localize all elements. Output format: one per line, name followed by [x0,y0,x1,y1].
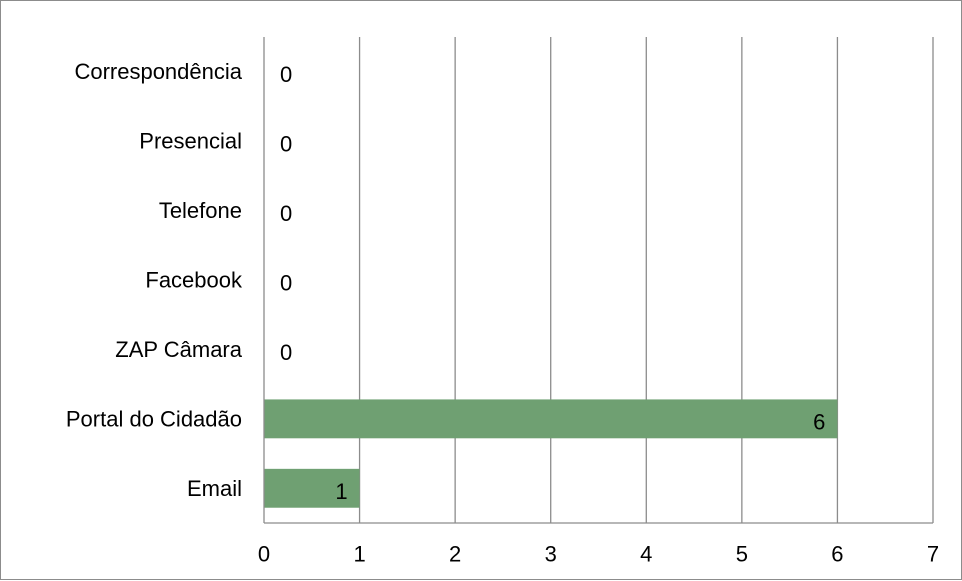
x-tick-label-0: 0 [258,542,270,567]
data-label-4: 0 [280,340,292,365]
axes [263,37,933,524]
data-label-6: 1 [335,479,347,504]
category-label-4: ZAP Câmara [115,337,243,362]
data-label-1: 0 [280,132,292,157]
gridlines [358,37,934,523]
data-label-2: 0 [280,201,292,226]
category-label-6: Email [187,476,242,501]
x-tick-label-2: 2 [449,542,461,567]
bars [264,399,838,508]
x-tick-label-3: 3 [545,542,557,567]
data-label-3: 0 [280,271,292,296]
bar-5 [264,399,838,439]
x-tick-label-5: 5 [736,542,748,567]
category-label-2: Telefone [159,198,242,223]
x-tick-label-1: 1 [353,542,365,567]
x-tick-label-7: 7 [927,542,939,567]
data-label-0: 0 [280,62,292,87]
category-label-0: Correspondência [74,59,242,84]
x-tick-label-4: 4 [640,542,652,567]
category-label-1: Presencial [139,129,242,154]
category-label-3: Facebook [145,268,243,293]
bar-6 [264,468,360,508]
labels: Correspondência 0 Presencial 0 Telefone 0 Face… [66,59,939,566]
x-tick-label-6: 6 [831,542,843,567]
data-label-5: 6 [813,409,825,434]
category-label-5: Portal do Cidadão [66,406,242,431]
